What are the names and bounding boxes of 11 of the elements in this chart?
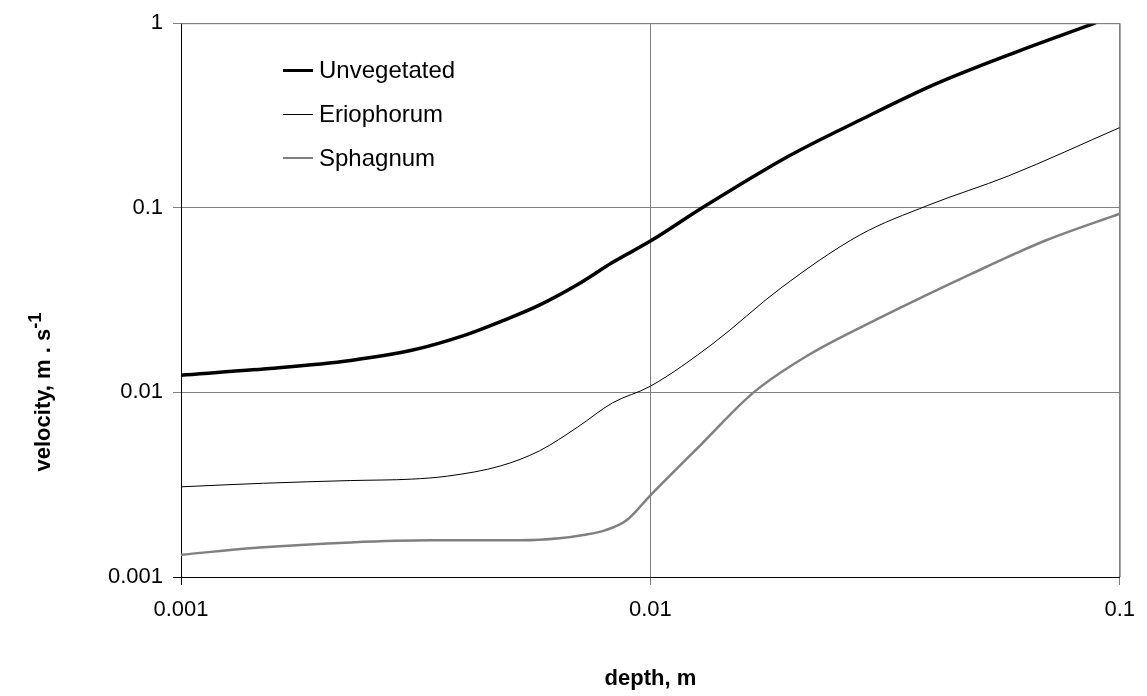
y-tick-label: 0.1	[132, 193, 163, 219]
y-tick-label: 0.001	[107, 563, 163, 589]
x-tick-label: 0.001	[153, 596, 209, 622]
y-tick-label: 1	[150, 9, 163, 35]
y-tick-label: 0.01	[120, 378, 163, 404]
x-tick-label: 0.01	[628, 596, 672, 622]
legend-label: Eriophorum	[319, 99, 444, 129]
legend-label: Sphagnum	[319, 143, 436, 173]
x-tick-label: 0.1	[1104, 596, 1136, 622]
x-axis-title: depth, m	[604, 664, 697, 690]
legend-label: Unvegetated	[319, 55, 456, 85]
